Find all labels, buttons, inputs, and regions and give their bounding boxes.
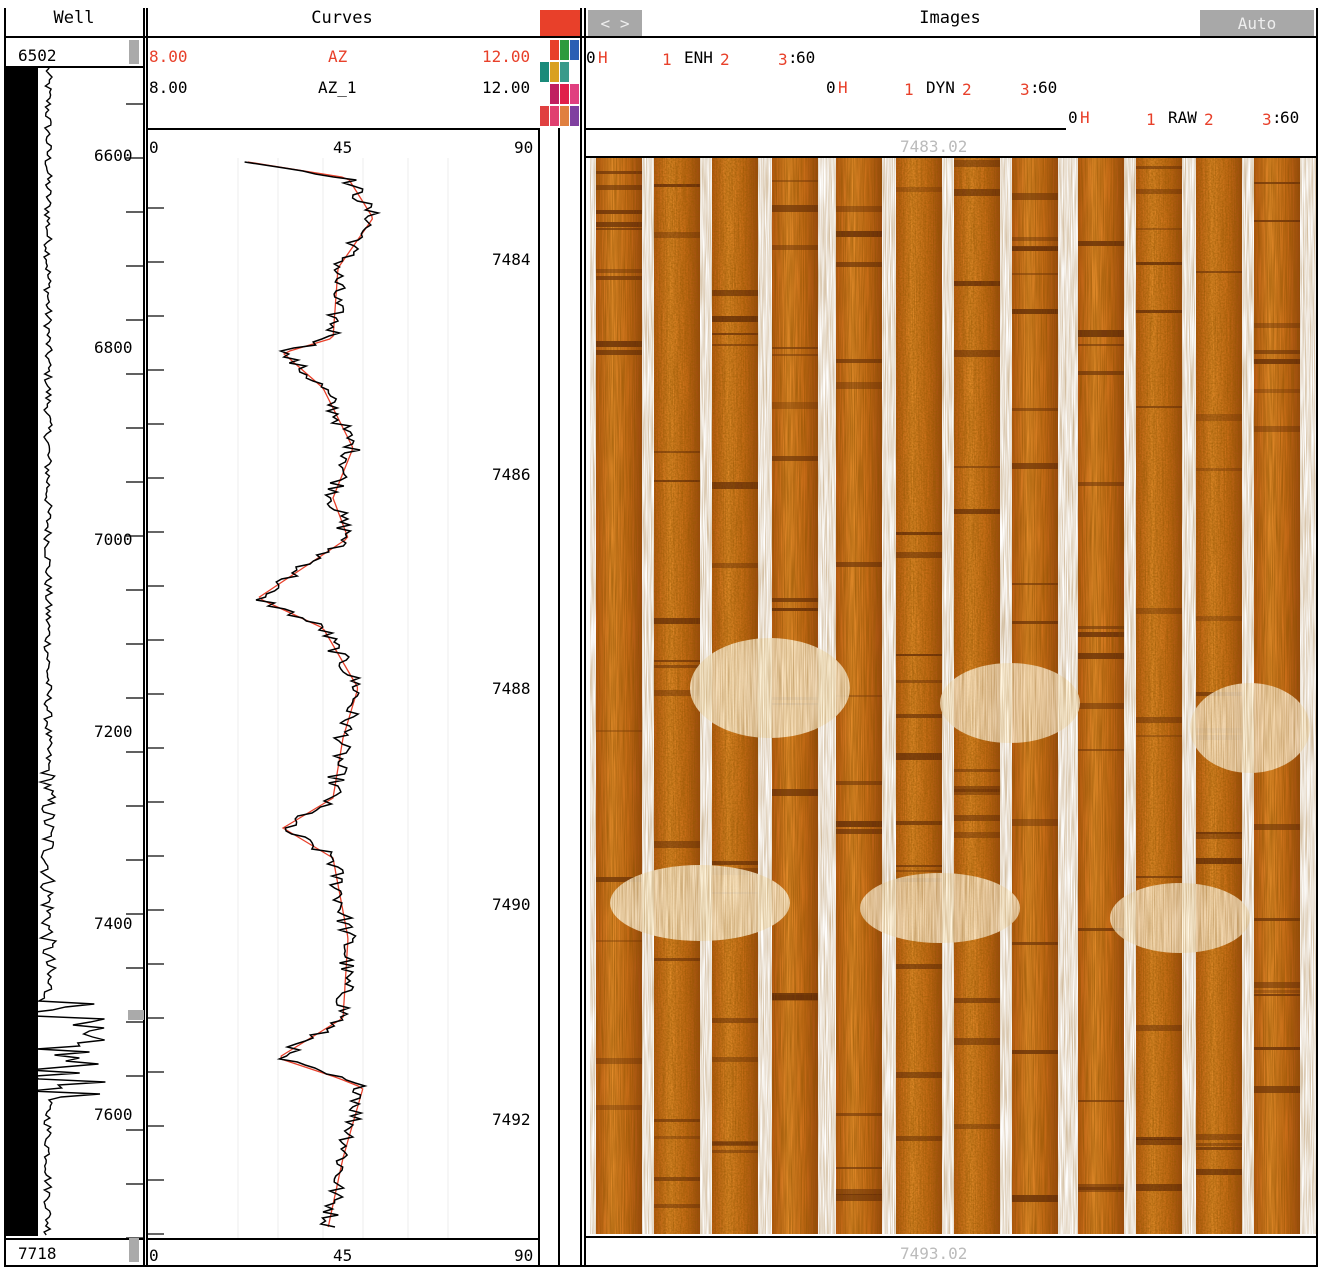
borehole-image-svg[interactable] (590, 158, 1316, 1234)
scroll-up-arrow-icon[interactable] (129, 40, 139, 64)
scale-top-45: 45 (333, 138, 353, 157)
scale-top-90: 90 (514, 138, 534, 157)
curves-header-bottom (146, 128, 540, 130)
scroll-down-arrow-icon[interactable] (129, 1238, 139, 1262)
palette-swatch[interactable] (550, 84, 559, 104)
curves-plot-svg (148, 158, 449, 1238)
palette-swatch[interactable] (570, 84, 579, 104)
images-left-border (584, 8, 586, 1266)
scale-bottom-0: 0 (149, 1246, 159, 1265)
palette-swatch[interactable] (550, 40, 559, 60)
az-max: 12.00 (482, 47, 531, 66)
frame-left (4, 8, 6, 1266)
well-depth-7400: 7400 (94, 914, 133, 933)
frame-bottom (4, 1265, 1318, 1267)
color-palette[interactable] (540, 40, 580, 126)
well-depth-6800: 6800 (94, 338, 133, 357)
well-log-svg (26, 68, 144, 1238)
mid-strip-right (580, 8, 582, 1266)
curve-depth-7488: 7488 (492, 679, 531, 698)
curve-depth-7486: 7486 (492, 465, 531, 484)
palette-swatch[interactable] (560, 106, 569, 126)
curve-depth-7490: 7490 (492, 895, 531, 914)
curves-right-border (538, 128, 540, 1266)
strip-scale-dyn: 0 H 1 DYN 2 3 : 60 (826, 78, 1058, 99)
curve-depth-7484: 7484 (492, 250, 531, 269)
palette-swatch[interactable] (550, 106, 559, 126)
images-panel-title: Images (919, 8, 981, 28)
palette-swatch[interactable] (560, 62, 569, 82)
images-header-line (586, 128, 1066, 130)
curves-panel-title: Curves (311, 8, 373, 28)
well-top-depth: 6502 (18, 46, 57, 65)
palette-swatch[interactable] (550, 62, 559, 82)
left-right-arrows-icon: < > (600, 13, 630, 33)
scale-bottom-45: 45 (333, 1246, 353, 1265)
frame-right (1316, 8, 1318, 1266)
well-curves-divider (143, 8, 145, 1266)
strip-name-enh: ENH (684, 48, 713, 67)
well-lithology-column (6, 68, 38, 1236)
well-depth-7000: 7000 (94, 530, 133, 549)
images-scale-line (586, 156, 1318, 158)
color-select-button[interactable] (540, 10, 580, 36)
well-depth-6600: 6600 (94, 146, 133, 165)
well-top-line (4, 66, 144, 68)
well-depth-7200: 7200 (94, 722, 133, 741)
image-nav-button[interactable]: < > (588, 10, 642, 36)
images-top-depth: 7483.02 (900, 137, 968, 156)
palette-swatch[interactable] (570, 40, 579, 60)
palette-swatch[interactable] (560, 84, 569, 104)
well-scroll-thumb[interactable] (128, 1010, 144, 1020)
az-min: 8.00 (149, 47, 188, 66)
palette-swatch[interactable] (540, 106, 549, 126)
images-bottom-depth: 7493.02 (900, 1244, 968, 1263)
az1-min: 8.00 (149, 78, 188, 97)
az1-max: 12.00 (482, 78, 531, 97)
curves-bottom-line (146, 1238, 540, 1240)
az-name: AZ (328, 47, 348, 66)
scale-bottom-90: 90 (514, 1246, 534, 1265)
well-curves-divider-2 (146, 8, 148, 1266)
strip-scale-enh: 0 H 1 ENH 2 3 : 60 (586, 48, 816, 69)
strip-name-raw: RAW (1168, 108, 1197, 127)
palette-swatch[interactable] (570, 106, 579, 126)
well-bottom-depth: 7718 (18, 1244, 57, 1263)
well-panel-title: Well (53, 8, 95, 28)
scale-top-0: 0 (149, 138, 159, 157)
well-depth-7600: 7600 (94, 1105, 133, 1124)
curve-depth-7492: 7492 (492, 1110, 531, 1129)
palette-swatch[interactable] (540, 62, 549, 82)
strip-name-dyn: DYN (926, 78, 955, 97)
az1-name: AZ_1 (318, 78, 357, 97)
mid-strip-left (558, 128, 560, 1266)
images-bottom-line (586, 1236, 1318, 1238)
palette-swatch[interactable] (560, 40, 569, 60)
header-underline (4, 36, 1318, 38)
auto-button[interactable]: Auto (1200, 10, 1314, 36)
strip-scale-raw: 0 H 1 RAW 2 3 : 60 (1068, 108, 1300, 129)
well-bottom-line (4, 1238, 144, 1240)
